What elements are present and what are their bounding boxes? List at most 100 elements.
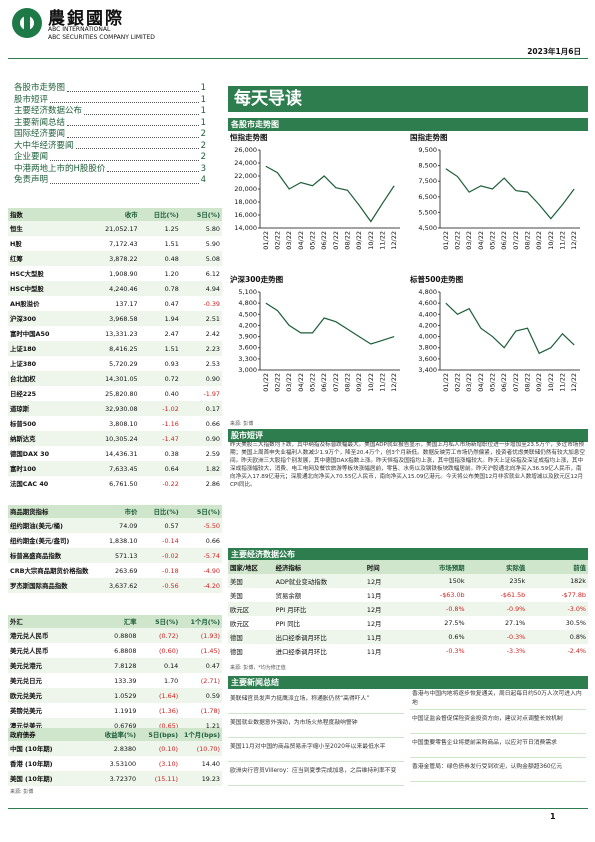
y-tick-label: 14,000 — [234, 224, 257, 232]
table-cell: 0.48 — [164, 254, 179, 263]
rule — [8, 808, 588, 809]
table-row: 标普500 3,808.10 -1.16 0.66 — [8, 416, 222, 431]
toc-page: 4 — [200, 175, 206, 185]
source: 来源: 彭博 — [10, 789, 34, 795]
x-tick-label: 06/22 — [320, 373, 328, 392]
table-row: 香港 (10年期) 3.53100 (3.10) 14.40 — [8, 756, 222, 771]
y-tick-label: 5,500 — [418, 208, 437, 216]
toc-title: 股市短评 — [14, 94, 49, 105]
table-cell: (2.71) — [200, 676, 220, 685]
table-cell: 1.51 — [164, 344, 179, 353]
toc-title: 各股市走势图 — [14, 83, 66, 93]
section-title: 主要经济数据公布 — [228, 548, 588, 561]
table-cell: 英镑兑美元 — [10, 707, 42, 715]
y-tick-label: 4,400 — [418, 310, 437, 318]
table-cell: 德国 — [230, 633, 243, 642]
x-tick-label: 01/22 — [442, 373, 450, 392]
table-cell: 上证180 — [10, 345, 37, 353]
news-item: 美国11月对中国的商品贸易赤字缩小至2020年以来最低水平 — [228, 738, 404, 762]
table-cell: 出口经季调月环比 — [275, 633, 327, 642]
table-cell: 14,436.31 — [105, 449, 138, 458]
table-row: 日经225 25,820.80 0.40 -1.97 — [8, 386, 222, 401]
x-tick-label: 07/22 — [512, 231, 520, 250]
table-cell: 欧元区 — [230, 605, 250, 614]
table-row: 道琼斯 32,930.08 -1.02 0.17 — [8, 401, 222, 416]
table-cell: 0.78 — [164, 284, 179, 293]
org-en: ABC INTERNATIONAL — [48, 26, 111, 33]
column-header: 国家/地区 — [228, 560, 274, 574]
y-tick-label: 5,100 — [238, 288, 257, 296]
table-cell: PPI 月环比 — [275, 605, 307, 614]
chart-title: 国指走势图 — [410, 132, 448, 142]
table-cell: 欧元区 — [230, 619, 250, 628]
table-cell: -$61.5b — [500, 591, 526, 599]
table-cell: -1.97 — [203, 389, 220, 398]
table-cell: 133.39 — [114, 676, 137, 685]
column-header: 汇率 — [91, 615, 139, 628]
column-header: 市价 — [91, 505, 140, 518]
table-cell: -3.3% — [506, 647, 526, 655]
table-cell: 7,172.43 — [109, 239, 138, 248]
table-cell: 1.1919 — [114, 706, 137, 715]
x-tick-label: 11/22 — [559, 231, 567, 250]
table-cell: (1.36) — [159, 706, 179, 715]
table-cell: 法国CAC 40 — [10, 480, 49, 488]
table-cell: -1.02 — [162, 404, 179, 413]
table-cell: 0.6769 — [114, 721, 137, 730]
x-tick-label: 01/22 — [262, 373, 270, 392]
table-row: 纳斯达克 10,305.24 -1.47 0.90 — [8, 431, 222, 446]
table-cell: -5.74 — [203, 551, 220, 560]
table-cell: -0.22 — [162, 479, 179, 488]
toc-page: 2 — [200, 152, 206, 162]
table-cell: H股 — [10, 240, 22, 248]
column-header: 经济指标 — [273, 560, 365, 574]
table-cell: 0.8% — [569, 633, 586, 641]
table-row: 富时中国A50 13,331.23 2.47 2.42 — [8, 326, 222, 341]
table-cell: (1.64) — [159, 691, 179, 700]
table-cell: 3,637.62 — [108, 581, 138, 590]
table-cell: 263.69 — [115, 566, 138, 575]
table-row: 德国 出口经季调月环比 11月 0.6% -0.3% 0.8% — [228, 630, 588, 644]
table-cell: 沪深300 — [10, 315, 37, 323]
table-cell: (10.70) — [196, 744, 220, 753]
table-cell: 2.23 — [205, 344, 220, 353]
table-row: 标普高盛商品指数 571.13 -0.02 -5.74 — [8, 548, 222, 563]
column-header: 1个月(%) — [180, 615, 222, 628]
y-tick-label: 3,400 — [418, 366, 437, 374]
x-tick-label: 11/22 — [559, 373, 567, 392]
toc-title: 免责声明 — [14, 175, 49, 185]
toc-entry: 免责声明 4 — [14, 175, 206, 187]
table-cell: 5.08 — [205, 254, 220, 263]
table-cell: 3,808.10 — [109, 419, 138, 428]
table-cell: 12月 — [366, 605, 382, 614]
table-row: 恒生 21,052.17 1.25 5.80 — [8, 221, 222, 236]
table-cell: 标普高盛商品指数 — [10, 552, 62, 560]
table-cell: 3.72370 — [109, 774, 137, 783]
table-cell: 2.59 — [205, 449, 220, 458]
y-tick-label: 3,600 — [238, 344, 257, 352]
table-cell: 0.66 — [205, 419, 220, 428]
column-header: 指数 — [8, 208, 92, 221]
table-cell: 2.51 — [205, 314, 220, 323]
table-cell: 5,720.29 — [109, 359, 138, 368]
page-number: 1 — [550, 812, 556, 821]
table-cell: 美元兑港元 — [10, 662, 42, 670]
toc-entry: 主要新闻总结 1 — [14, 118, 206, 130]
table-cell: 2.47 — [164, 329, 179, 338]
column-header: 1个月(bps) — [180, 728, 222, 741]
table: 外汇 汇率 5日(%) 1个月(%) 港元兑人民币 0.8808 (0.72) (1.93) 美… — [8, 615, 222, 733]
table-cell: 恒生 — [10, 225, 23, 233]
x-tick-label: 02/22 — [454, 373, 462, 392]
x-tick-label: 12/22 — [390, 231, 398, 250]
table-row: AH股溢价 137.17 0.47 -0.39 — [8, 296, 222, 311]
table-cell: ADP就业变动指数 — [275, 577, 328, 586]
news-list: 美联储官员发声力挺鹰派立场，称通胀仍然“高得吓人” 美国就业数据意外强劲，为市场火… — [228, 690, 404, 786]
toc-dots — [67, 129, 199, 138]
table-cell: 8,416.25 — [109, 344, 138, 353]
table-cell: 0.38 — [164, 449, 179, 458]
table-row: 美国 ADP就业变动指数 12月 150k 235k 182k — [228, 574, 588, 588]
table-cell: 182k — [570, 577, 586, 585]
table-cell: -0.14 — [162, 536, 179, 545]
table-cell: 美国 — [230, 591, 243, 600]
table-cell: 日经225 — [10, 390, 37, 398]
